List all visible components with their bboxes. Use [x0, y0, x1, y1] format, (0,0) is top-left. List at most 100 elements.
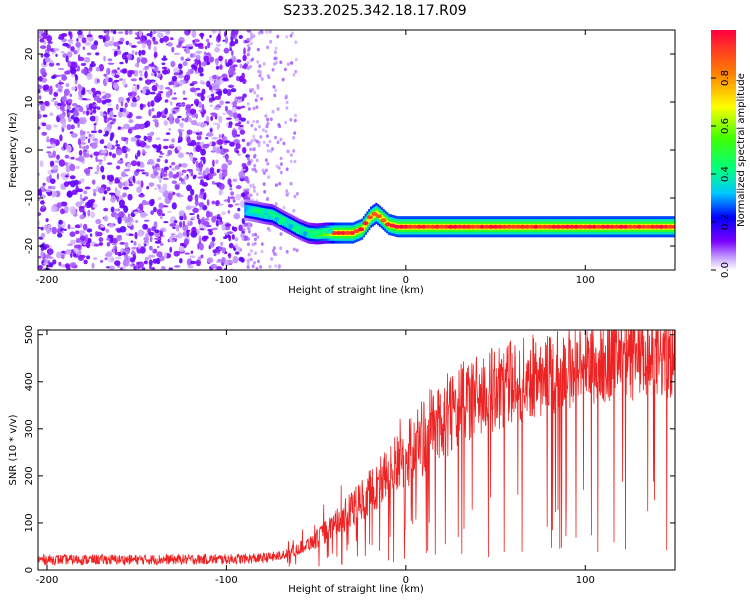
noise-blob [114, 212, 119, 220]
noise-blob [247, 46, 251, 51]
noise-blob [38, 255, 42, 259]
noise-blob [40, 53, 44, 58]
noise-blob [173, 250, 180, 257]
noise-blob [136, 161, 141, 167]
noise-blob [201, 183, 206, 186]
noise-blob [67, 98, 73, 104]
noise-blob [101, 174, 106, 180]
noise-blob [124, 51, 129, 56]
noise-blob [82, 110, 86, 115]
noise-blob [135, 115, 143, 120]
noise-blob [208, 141, 213, 146]
noise-blob [158, 187, 165, 193]
noise-blob [84, 42, 92, 46]
noise-blob [218, 115, 223, 124]
noise-blob [262, 171, 266, 175]
noise-blob [138, 70, 143, 74]
noise-blob [232, 256, 239, 264]
noise-blob [79, 223, 83, 228]
noise-blob [182, 97, 188, 101]
noise-blob [83, 67, 88, 76]
noise-blob [146, 135, 153, 141]
noise-blob [291, 31, 294, 36]
noise-blob [278, 124, 282, 129]
noise-blob [71, 189, 78, 195]
noise-blob [225, 117, 232, 120]
noise-blob [190, 188, 195, 196]
signal-peak [640, 224, 647, 229]
noise-blob [84, 186, 91, 190]
noise-blob [56, 202, 63, 208]
noise-blob [60, 33, 68, 37]
noise-blob [217, 220, 224, 225]
noise-blob [253, 138, 257, 142]
signal-peak [358, 227, 364, 232]
noise-blob [92, 203, 98, 208]
noise-blob [217, 139, 224, 145]
noise-blob [237, 246, 241, 253]
noise-blob [73, 116, 80, 124]
noise-blob [70, 208, 77, 215]
noise-blob [46, 146, 53, 149]
noise-blob [38, 189, 42, 196]
noise-blob [109, 236, 114, 244]
noise-blob [262, 62, 266, 66]
noise-blob [190, 120, 198, 126]
noise-blob [133, 241, 137, 246]
signal-peak [245, 210, 251, 216]
noise-blob [256, 235, 260, 239]
noise-blob [127, 163, 131, 170]
noise-blob [184, 252, 190, 255]
noise-blob [136, 40, 143, 45]
noise-blob [191, 65, 198, 70]
signal-peak [367, 215, 373, 220]
noise-blob [131, 249, 135, 256]
noise-blob [295, 248, 299, 253]
noise-blob [96, 164, 100, 172]
noise-blob [101, 95, 107, 99]
noise-blob [69, 227, 76, 230]
noise-blob [218, 134, 222, 139]
noise-blob [63, 88, 70, 96]
noise-blob [212, 122, 220, 126]
noise-blob [186, 229, 190, 238]
colorbar-ticks: 0.0 0.2 0.4 0.6 0.8 [711, 70, 731, 278]
signal-peak [559, 224, 566, 229]
noise-blob [69, 262, 77, 268]
noise-blob [164, 107, 169, 115]
noise-blob [270, 257, 274, 261]
noise-blob [292, 208, 296, 213]
noise-blob [83, 223, 88, 231]
noise-blob [289, 181, 293, 186]
spectrogram-ylabel: Frequency (Hz) [8, 112, 19, 188]
noise-blob [77, 188, 84, 193]
noise-blob [211, 200, 215, 205]
noise-blob [169, 143, 175, 147]
noise-blob [256, 60, 260, 64]
noise-blob [177, 232, 183, 239]
noise-blob [152, 165, 156, 169]
noise-blob [271, 249, 275, 253]
noise-blob [67, 39, 74, 42]
noise-blob [40, 67, 46, 75]
noise-blob [46, 35, 53, 42]
noise-blob [247, 160, 251, 165]
noise-blob [162, 205, 169, 208]
noise-blob [51, 185, 56, 190]
noise-blob [220, 241, 224, 246]
noise-blob [47, 152, 53, 157]
noise-blob [94, 243, 100, 247]
noise-blob [206, 95, 212, 99]
noise-blob [52, 97, 57, 100]
noise-blob [136, 57, 141, 64]
noise-blob [105, 75, 109, 84]
noise-blob [143, 260, 148, 264]
noise-blob [197, 256, 202, 261]
noise-blob [156, 251, 163, 258]
noise-blob [66, 124, 72, 131]
noise-blob [143, 236, 149, 242]
noise-blob [289, 118, 293, 122]
noise-blob [85, 241, 91, 249]
noise-blob [119, 267, 123, 270]
signal-peak [411, 224, 418, 229]
